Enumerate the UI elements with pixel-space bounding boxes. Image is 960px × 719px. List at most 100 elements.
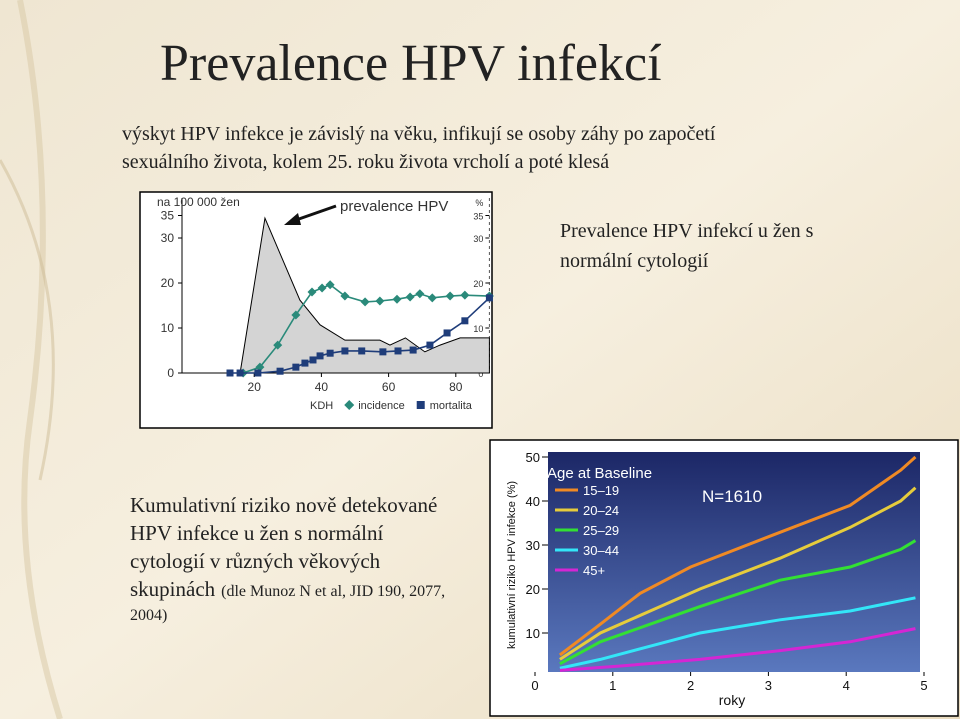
- x-tick-label: 4: [843, 678, 850, 693]
- line: [559, 627, 916, 672]
- line: [559, 486, 917, 661]
- caption: HPV infekce u žen s normální: [130, 521, 383, 545]
- slide-title: Prevalence HPV infekcí: [160, 35, 662, 92]
- x-tick-label: 60: [382, 380, 396, 394]
- point: [326, 349, 334, 357]
- x-axis-label: roky: [719, 692, 745, 708]
- legend-marker: [416, 401, 425, 409]
- annotation: N=1610: [702, 487, 762, 506]
- point: [415, 289, 425, 299]
- point: [276, 367, 284, 375]
- legend-label: 45+: [583, 563, 605, 578]
- point: [309, 356, 317, 364]
- point: [317, 283, 327, 293]
- point: [254, 369, 262, 377]
- source: 2004): [130, 607, 167, 624]
- x-tick-label: 80: [449, 380, 463, 394]
- x-tick-label: 5: [920, 678, 927, 693]
- x-tick-label: 3: [765, 678, 772, 693]
- x-tick-label: 20: [248, 380, 262, 394]
- legend-label: incidence: [358, 400, 404, 412]
- y2-tick-label: 20: [473, 279, 483, 289]
- legend-title: Age at Baseline: [547, 465, 652, 482]
- y-tick-label: 35: [161, 209, 175, 223]
- leaf-decoration: [0, 159, 55, 481]
- line: [558, 455, 917, 657]
- note: Prevalence HPV infekcí u žen s: [560, 220, 814, 242]
- y2-tick-label: 30: [473, 234, 483, 244]
- point: [236, 369, 244, 377]
- legend-label: 20–24: [583, 503, 619, 518]
- x-tick-label: 2: [687, 678, 694, 693]
- caption: Kumulativní riziko nově detekované: [130, 493, 437, 517]
- y-tick-label: 10: [526, 626, 540, 641]
- x-tick-label: 0: [531, 678, 538, 693]
- line: [559, 539, 917, 666]
- leaf-decoration: [17, 0, 63, 719]
- chart: 10 20 30 40 50 0 1 2 3 4 5 roky kumulativní riziko H…: [506, 450, 928, 708]
- y2-axis-label: %: [475, 198, 483, 208]
- point: [461, 317, 469, 325]
- y2-tick-label: 0: [478, 369, 483, 379]
- point: [394, 347, 402, 355]
- line: [559, 596, 916, 670]
- point: [460, 290, 470, 300]
- annotation-arrow: [295, 204, 337, 222]
- point: [445, 291, 455, 301]
- subtitle: výskyt HPV infekce je závislý na věku, i…: [122, 123, 716, 145]
- annotation: prevalence HPV: [340, 198, 448, 215]
- x-tick-label: 40: [315, 380, 329, 394]
- point: [485, 294, 493, 302]
- point: [340, 291, 350, 301]
- y-tick-label: 30: [161, 231, 175, 245]
- y-tick-label: 20: [161, 276, 175, 290]
- point: [291, 310, 301, 320]
- y-tick-label: 30: [526, 538, 540, 553]
- subtitle: sexuálního života, kolem 25. roku života…: [122, 151, 609, 173]
- legend-label: 15–19: [583, 483, 619, 498]
- caption: skupinách (dle Munoz N et al, JID 190, 20…: [130, 577, 445, 601]
- legend-label: KDH: [310, 400, 333, 412]
- legend-label: mortalita: [430, 400, 473, 412]
- y-tick-label: 10: [161, 321, 175, 335]
- point: [301, 359, 309, 367]
- y-axis-label: kumulativní riziko HPV infekce (%): [506, 481, 518, 649]
- point: [341, 347, 349, 355]
- source: (dle Munoz N et al, JID 190, 2077,: [221, 583, 445, 600]
- point: [325, 280, 335, 290]
- legend-label: 30–44: [583, 543, 619, 558]
- point: [360, 297, 370, 307]
- point: [409, 346, 417, 354]
- note: normální cytologií: [560, 250, 709, 272]
- y-tick-label: 50: [526, 450, 540, 465]
- annotation-arrowhead: [284, 213, 301, 225]
- point: [255, 362, 265, 372]
- point: [226, 369, 234, 377]
- point: [392, 294, 402, 304]
- y-axis-label: na 100 000 žen: [157, 195, 240, 209]
- point: [273, 340, 283, 350]
- chart-frame: [139, 191, 493, 429]
- y2-tick-label: 10: [473, 324, 483, 334]
- point: [358, 347, 366, 355]
- caption: skupinách: [130, 577, 216, 601]
- legend-marker: [344, 400, 355, 410]
- plot-area: [548, 452, 920, 672]
- x-tick-label: 1: [609, 678, 616, 693]
- point: [443, 329, 451, 337]
- caption: cytologií v různých věkových: [130, 549, 381, 573]
- point: [379, 348, 387, 356]
- y-tick-label: 40: [526, 494, 540, 509]
- chart: 0 10 20 30 35 0 10 20 30 35 20 40 60 80 na 100 000 žen…: [157, 195, 494, 412]
- point: [405, 292, 415, 302]
- point: [375, 296, 385, 306]
- y-tick-label: 20: [526, 582, 540, 597]
- y-tick-label: 0: [167, 366, 174, 380]
- point: [292, 363, 300, 371]
- legend-label: 25–29: [583, 523, 619, 538]
- point: [426, 341, 434, 349]
- point: [307, 287, 317, 297]
- point: [427, 293, 437, 303]
